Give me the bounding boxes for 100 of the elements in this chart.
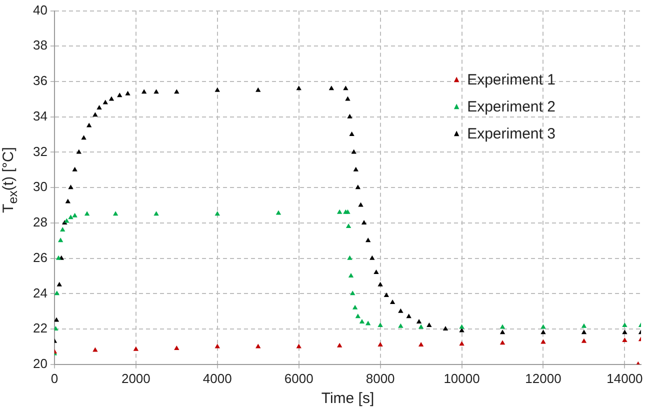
point bbox=[581, 330, 587, 334]
point bbox=[398, 308, 404, 313]
point bbox=[68, 214, 74, 220]
y-tick-label: 26 bbox=[32, 250, 48, 265]
point bbox=[347, 114, 352, 118]
point bbox=[117, 92, 122, 98]
point bbox=[500, 340, 506, 345]
point bbox=[328, 86, 334, 90]
point bbox=[72, 212, 78, 218]
point bbox=[133, 346, 139, 351]
legend-label: Experiment 1 bbox=[467, 71, 556, 88]
x-tick-label: 2000 bbox=[121, 370, 150, 386]
y-tick-label: 32 bbox=[32, 144, 48, 159]
point bbox=[214, 211, 220, 216]
point bbox=[276, 210, 282, 215]
point bbox=[398, 323, 404, 328]
point bbox=[349, 132, 354, 136]
point bbox=[355, 184, 361, 190]
point bbox=[500, 324, 506, 329]
point bbox=[355, 314, 361, 318]
y-tick-label: 30 bbox=[32, 179, 48, 194]
point bbox=[358, 202, 364, 207]
point bbox=[54, 317, 60, 322]
point bbox=[416, 318, 422, 324]
x-tick-label: 8000 bbox=[366, 370, 395, 386]
x-tick-label: 4000 bbox=[202, 370, 232, 386]
legend-label: Experiment 3 bbox=[467, 125, 556, 142]
point bbox=[622, 322, 628, 328]
point bbox=[378, 342, 383, 346]
point bbox=[378, 282, 383, 286]
point bbox=[60, 227, 66, 232]
point bbox=[108, 96, 114, 101]
x-axis-title: Time [s] bbox=[321, 390, 374, 408]
point bbox=[581, 323, 587, 328]
point bbox=[540, 324, 546, 329]
point bbox=[214, 87, 220, 92]
point bbox=[345, 96, 350, 101]
y-tick-label: 24 bbox=[32, 285, 48, 300]
point bbox=[112, 211, 118, 216]
point bbox=[347, 255, 352, 260]
point bbox=[336, 342, 342, 348]
point bbox=[353, 166, 358, 172]
point bbox=[125, 90, 130, 96]
point bbox=[418, 324, 424, 329]
y-tick-label: 20 bbox=[32, 356, 48, 371]
point bbox=[54, 290, 60, 296]
point bbox=[154, 211, 159, 216]
point bbox=[96, 105, 102, 110]
point bbox=[58, 238, 64, 242]
point bbox=[390, 300, 396, 304]
point bbox=[418, 342, 424, 346]
point bbox=[256, 87, 261, 92]
point bbox=[361, 220, 367, 224]
point bbox=[56, 255, 62, 260]
point bbox=[366, 238, 371, 242]
point bbox=[459, 341, 464, 346]
point bbox=[296, 86, 302, 90]
x-tick-label: 10000 bbox=[444, 370, 480, 386]
point bbox=[348, 273, 354, 278]
point bbox=[370, 255, 375, 260]
point bbox=[406, 314, 412, 318]
point bbox=[359, 318, 365, 324]
point bbox=[352, 304, 358, 310]
point bbox=[384, 292, 390, 297]
point bbox=[86, 122, 92, 128]
y-tick-label: 22 bbox=[32, 320, 48, 336]
point bbox=[581, 338, 587, 343]
point bbox=[92, 112, 98, 117]
point bbox=[174, 345, 180, 350]
y-tick-label: 34 bbox=[32, 108, 48, 124]
point bbox=[442, 326, 448, 331]
point bbox=[72, 166, 78, 172]
point bbox=[540, 339, 546, 344]
point bbox=[500, 330, 506, 334]
point bbox=[346, 223, 352, 228]
x-tick-label: 6000 bbox=[284, 370, 314, 386]
point bbox=[141, 89, 147, 94]
point bbox=[426, 322, 432, 328]
point bbox=[92, 347, 98, 352]
point bbox=[174, 89, 180, 94]
point bbox=[343, 86, 348, 90]
point bbox=[622, 330, 628, 334]
point bbox=[459, 324, 464, 329]
x-tick-label: 0 bbox=[50, 370, 58, 386]
y-tick-label: 38 bbox=[32, 38, 48, 53]
point bbox=[54, 326, 58, 331]
legend-label: Experiment 2 bbox=[467, 98, 556, 116]
y-tick-label: 36 bbox=[32, 73, 48, 88]
y-tick-label: 28 bbox=[32, 214, 48, 230]
point bbox=[84, 211, 90, 216]
x-tick-label: 14000 bbox=[606, 370, 643, 386]
point bbox=[68, 184, 74, 190]
point bbox=[154, 89, 159, 94]
point bbox=[336, 209, 342, 214]
point bbox=[374, 269, 379, 274]
point bbox=[81, 135, 86, 140]
y-tick-label: 40 bbox=[32, 2, 48, 18]
point bbox=[622, 338, 628, 342]
point bbox=[378, 322, 383, 328]
x-tick-label: 12000 bbox=[525, 370, 562, 386]
